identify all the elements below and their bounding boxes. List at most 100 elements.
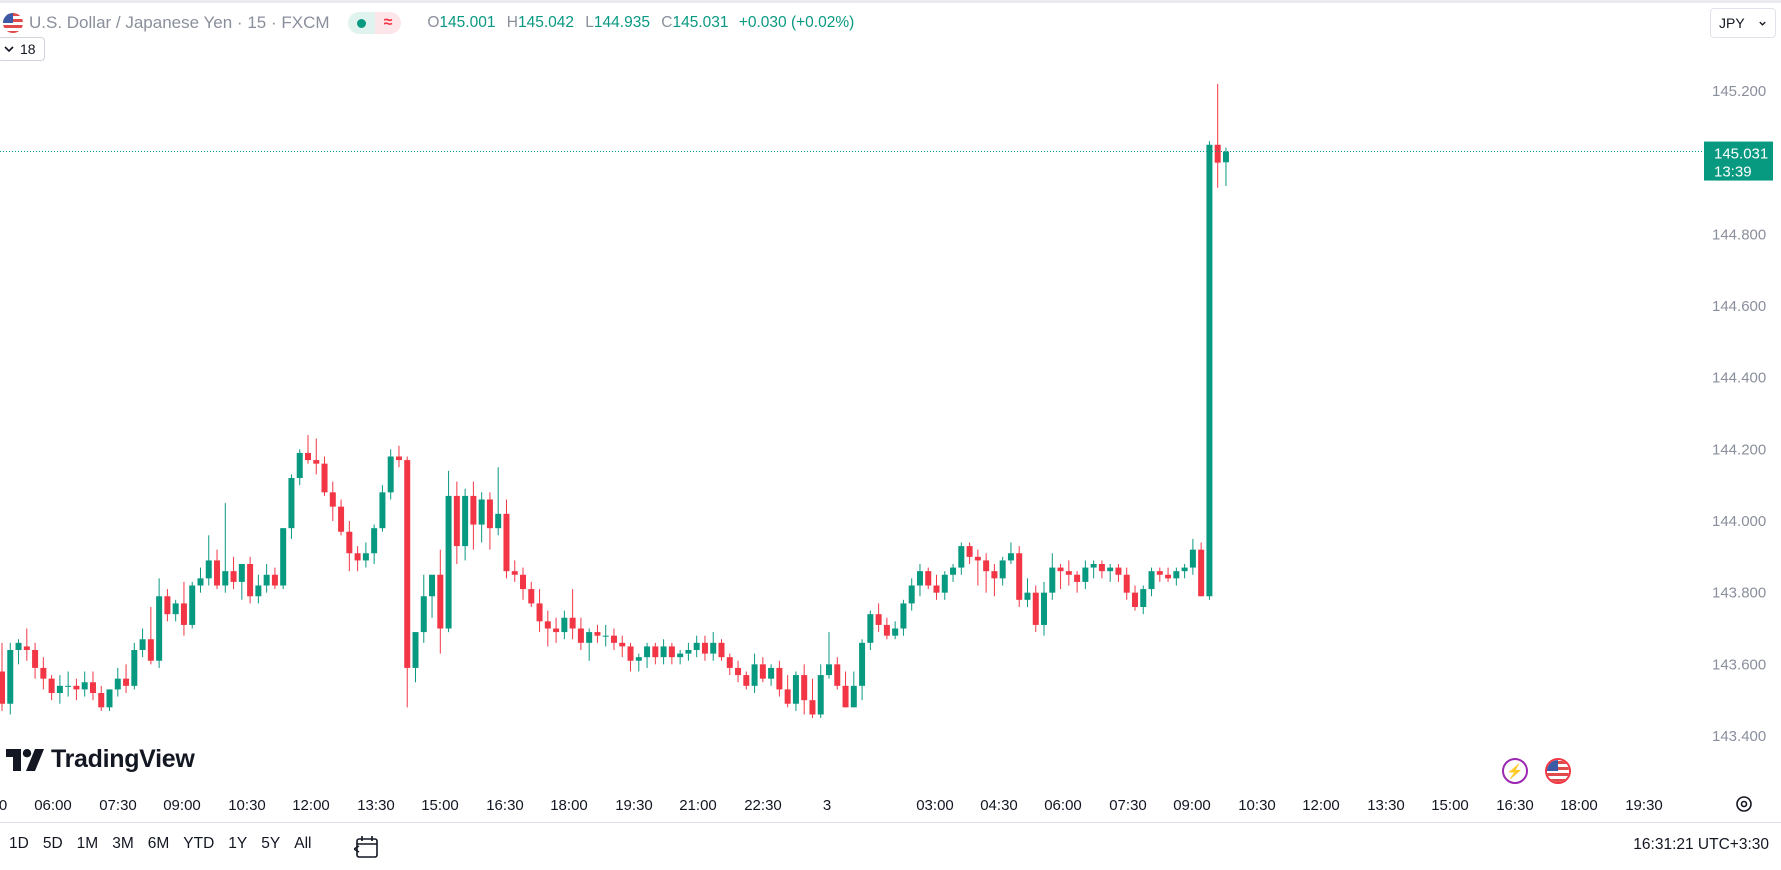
candle-body [627,646,634,661]
x-axis-tick-label: 3 [823,797,831,814]
candle-body [0,671,5,704]
candle [503,499,510,579]
candle [338,499,345,536]
change-value: +0.030 (+0.02%) [738,14,855,31]
candle [280,528,287,590]
market-open-indicator[interactable] [347,12,375,34]
candle [429,574,436,618]
candle-body [1057,567,1064,572]
candle-body [486,499,493,529]
event-marker-us-flag-icon[interactable] [1545,758,1571,784]
candle [1065,560,1072,586]
candle [40,657,47,690]
candle [371,524,378,564]
candle [602,624,609,647]
candle [743,671,750,690]
candle [32,642,39,679]
candle [106,689,113,711]
candle [652,642,659,665]
candle [1165,567,1172,582]
candle-body [1156,571,1163,575]
symbol-name[interactable]: U.S. Dollar / Japanese Yen [29,13,233,32]
range-button-ytd[interactable]: YTD [183,835,215,852]
candle [726,653,733,676]
timezone-clock[interactable]: 16:31:21 UTC+3:30 [1633,836,1769,853]
candle-body [1098,564,1105,572]
candle-body [1181,567,1188,572]
event-marker-lightning-icon[interactable]: ⚡ [1502,758,1528,784]
candle-body [900,603,907,629]
candle-body [197,578,204,586]
candle [296,449,303,486]
candle [751,653,758,693]
bottom-toolbar-divider [0,822,1781,823]
candle-body [288,478,295,529]
candle-body [230,571,237,582]
candle [23,628,30,661]
candle [950,564,957,582]
candle-body [875,614,882,625]
interval-label[interactable]: 15 [247,13,267,32]
x-axis-tick-label: 0 [0,797,7,814]
currency-select[interactable]: JPY [1710,8,1776,38]
candle-body [1123,574,1130,593]
range-button-5y[interactable]: 5Y [261,835,281,852]
range-button-6m[interactable]: 6M [147,835,170,852]
range-button-all[interactable]: All [294,835,312,852]
candle [437,549,444,654]
candle [486,492,493,550]
candle [379,485,386,532]
y-axis-tick-label: 144.200 [1712,441,1766,458]
candle [81,671,88,697]
candle [304,435,311,464]
candle-body [768,667,775,679]
candle [1016,546,1023,607]
range-button-3m[interactable]: 3M [112,835,134,852]
candle [817,664,824,719]
candle [693,635,700,658]
candle-body [280,528,287,586]
candle-body [123,678,130,686]
candle [1074,571,1081,593]
candle [387,449,394,500]
indicators-toggle-button[interactable]: 18 [0,37,45,61]
candle [1115,564,1122,582]
candle [776,660,783,697]
symbol-title[interactable]: U.S. Dollar / Japanese Yen · 15 · FXCM [29,13,330,33]
candle-body [404,460,411,668]
range-button-5d[interactable]: 5D [42,835,63,852]
candle-body [743,675,750,686]
candle-body [941,574,948,593]
x-axis-tick-label: 18:00 [550,797,588,814]
chart-settings-icon[interactable] [1734,794,1754,814]
x-axis-tick-label: 07:30 [99,797,137,814]
candle [1123,567,1130,600]
candle-body [983,560,990,572]
candle-body [247,564,254,597]
candle [867,610,874,650]
us-flag-icon [3,13,23,33]
candle-body [668,646,675,658]
candle-body [354,553,361,561]
candle-body [222,571,229,586]
candle-body [1198,549,1205,597]
candle-body [1032,592,1039,625]
candle [1214,83,1221,188]
tradingview-logo[interactable]: TradingView [6,745,195,774]
delayed-data-icon[interactable]: ≈ [374,12,402,34]
x-axis-tick-label: 10:30 [1238,797,1276,814]
x-axis-tick-label: 16:30 [1496,797,1534,814]
range-button-1m[interactable]: 1M [76,835,99,852]
range-button-1d[interactable]: 1D [9,835,29,852]
candle-body [619,642,626,647]
range-button-1y[interactable]: 1Y [228,835,248,852]
market-status-badge[interactable]: ≈ [347,12,402,34]
candle [470,481,477,550]
x-axis-tick-label: 19:30 [1625,797,1663,814]
go-to-date-calendar-icon[interactable] [354,834,380,860]
range-buttons: 1D 5D 1M 3M 6M YTD 1Y 5Y All [9,835,325,853]
candle [412,632,419,683]
candle [660,639,667,665]
candle [1049,553,1056,600]
